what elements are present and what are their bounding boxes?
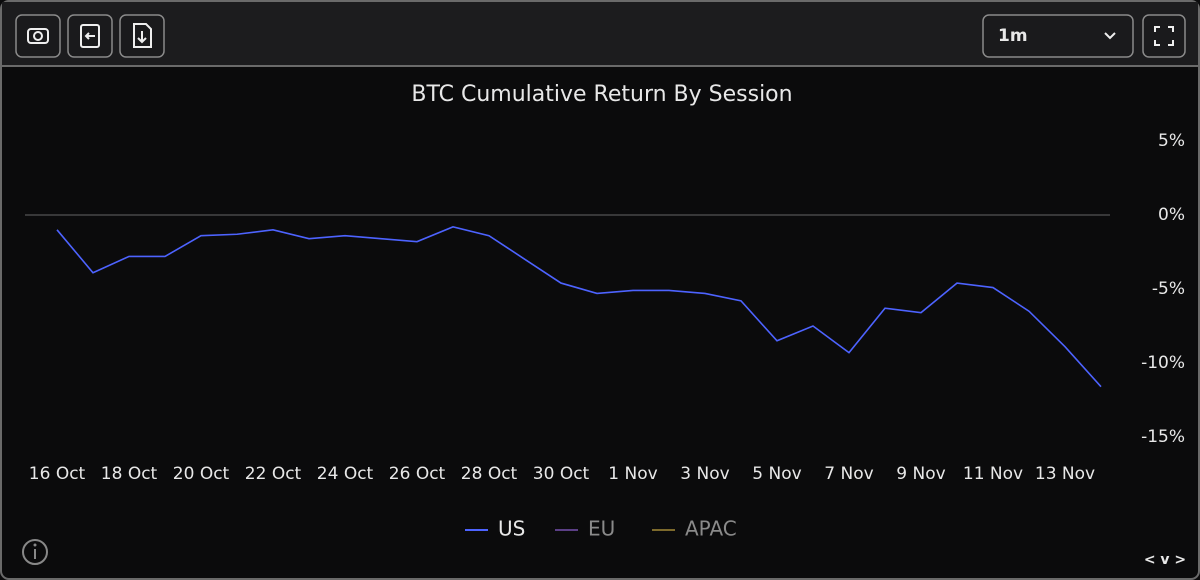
nav-controls[interactable]: < v > (1144, 552, 1186, 568)
legend-label: US (498, 517, 525, 541)
legend-label: EU (588, 517, 615, 541)
series-line (56, 226, 1102, 388)
range-select[interactable]: 1m (982, 14, 1134, 58)
x-tick-label: 13 Nov (1035, 464, 1095, 484)
x-tick-label: 7 Nov (824, 464, 873, 484)
y-tick-label: 0% (1158, 205, 1185, 225)
y-tick-label: -15% (1141, 427, 1185, 447)
x-tick-label: 3 Nov (680, 464, 729, 484)
camera-button[interactable] (15, 14, 61, 58)
x-tick-label: 20 Oct (173, 464, 230, 484)
legend-item[interactable]: US (465, 517, 525, 541)
x-tick-label: 5 Nov (752, 464, 801, 484)
x-tick-label: 24 Oct (317, 464, 374, 484)
y-tick-label: 5% (1158, 131, 1185, 151)
x-tick-label: 18 Oct (101, 464, 158, 484)
x-tick-label: 9 Nov (896, 464, 945, 484)
legend-item[interactable]: APAC (652, 517, 737, 541)
x-tick-label: 11 Nov (963, 464, 1023, 484)
x-tick-label: 16 Oct (29, 464, 86, 484)
x-tick-label: 26 Oct (389, 464, 446, 484)
range-value: 1m (998, 26, 1028, 46)
y-tick-label: -5% (1152, 279, 1185, 299)
clipboard-button[interactable] (67, 14, 113, 58)
x-tick-label: 28 Oct (461, 464, 518, 484)
download-button[interactable] (119, 14, 165, 58)
y-tick-label: -10% (1141, 353, 1185, 373)
x-tick-label: 30 Oct (533, 464, 590, 484)
chart-title: BTC Cumulative Return By Session (411, 82, 792, 107)
x-tick-label: 1 Nov (608, 464, 657, 484)
fullscreen-button[interactable] (1142, 14, 1186, 58)
x-tick-label: 22 Oct (245, 464, 302, 484)
info-button[interactable] (22, 539, 48, 565)
legend-label: APAC (685, 517, 737, 541)
legend-item[interactable]: EU (555, 517, 615, 541)
